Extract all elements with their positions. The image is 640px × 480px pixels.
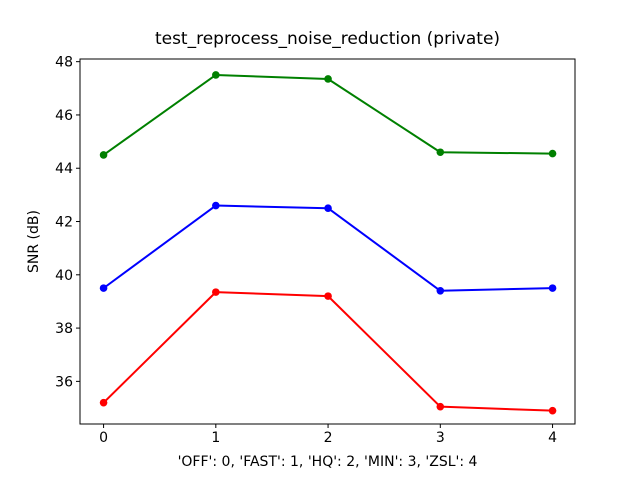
series-line-blue-series <box>102 204 554 292</box>
marker-red-series-x4 <box>548 406 557 415</box>
marker-red-series-x1 <box>212 288 220 296</box>
marker-green-series-x4 <box>548 149 557 158</box>
y-tick-label: 46 <box>55 108 73 124</box>
y-tick-label: 44 <box>55 161 73 177</box>
chart-title: test_reprocess_noise_reduction (private) <box>155 29 500 49</box>
marker-green-series-x0 <box>99 151 108 159</box>
y-tick-label: 40 <box>55 268 73 284</box>
y-axis-label: SNR (dB) <box>26 210 42 273</box>
y-tick-label: 36 <box>55 374 73 390</box>
marker-green-series-x2 <box>324 75 332 83</box>
x-tick-label: 1 <box>211 430 220 446</box>
marker-blue-series-x4 <box>548 284 557 292</box>
marker-green-series-x1 <box>212 71 220 79</box>
marker-red-series-x0 <box>99 398 108 407</box>
marker-red-series-x3 <box>436 402 445 411</box>
marker-blue-series-x1 <box>212 201 220 210</box>
y-tick-label: 48 <box>55 55 73 71</box>
x-tick-label: 4 <box>548 430 557 446</box>
marker-green-series-x3 <box>436 148 445 157</box>
series-line-green-series <box>102 73 554 156</box>
marker-red-series-x2 <box>324 292 332 300</box>
series-line-red-series <box>102 291 554 412</box>
marker-blue-series-x3 <box>436 286 445 295</box>
marker-blue-series-x0 <box>99 284 108 292</box>
y-tick-label: 38 <box>55 321 73 337</box>
x-tick-label: 3 <box>436 430 445 446</box>
x-axis-label: 'OFF': 0, 'FAST': 1, 'HQ': 2, 'MIN': 3, … <box>178 454 478 470</box>
x-tick-label: 2 <box>324 430 333 446</box>
marker-blue-series-x2 <box>324 204 332 212</box>
axes-frame <box>79 58 576 425</box>
y-tick-label: 42 <box>55 215 73 231</box>
x-tick-label: 0 <box>99 430 108 446</box>
